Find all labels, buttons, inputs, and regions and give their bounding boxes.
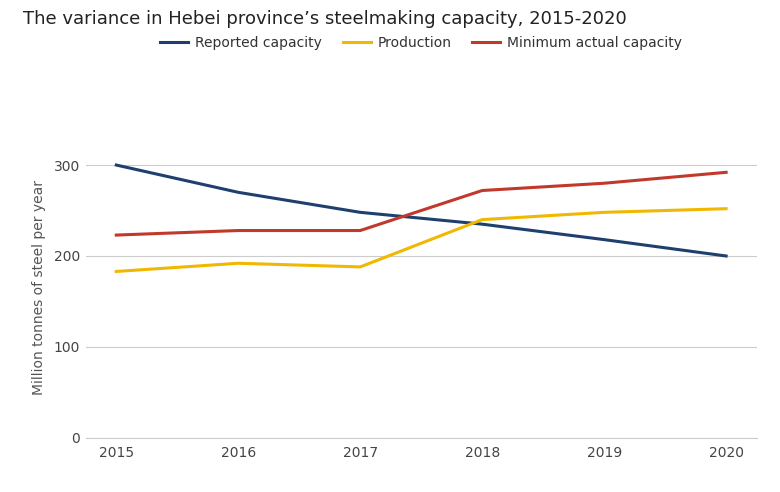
Minimum actual capacity bbox=[233, 228, 243, 234]
Minimum actual capacity bbox=[112, 232, 121, 238]
Minimum actual capacity bbox=[356, 228, 365, 234]
Reported capacity bbox=[356, 210, 365, 215]
Minimum actual capacity bbox=[722, 169, 731, 175]
Line: Minimum actual capacity: Minimum actual capacity bbox=[116, 172, 726, 235]
Reported capacity bbox=[722, 253, 731, 259]
Production bbox=[356, 264, 365, 270]
Reported capacity bbox=[600, 237, 609, 243]
Y-axis label: Million tonnes of steel per year: Million tonnes of steel per year bbox=[31, 181, 45, 395]
Line: Reported capacity: Reported capacity bbox=[116, 165, 726, 256]
Reported capacity bbox=[233, 189, 243, 195]
Minimum actual capacity bbox=[600, 180, 609, 186]
Line: Production: Production bbox=[116, 209, 726, 272]
Text: The variance in Hebei province’s steelmaking capacity, 2015-2020: The variance in Hebei province’s steelma… bbox=[23, 10, 627, 28]
Legend: Reported capacity, Production, Minimum actual capacity: Reported capacity, Production, Minimum a… bbox=[154, 31, 688, 56]
Minimum actual capacity bbox=[477, 187, 487, 193]
Production bbox=[722, 206, 731, 212]
Reported capacity bbox=[477, 221, 487, 227]
Production bbox=[112, 269, 121, 275]
Production bbox=[600, 210, 609, 215]
Reported capacity bbox=[112, 162, 121, 168]
Production bbox=[233, 260, 243, 266]
Production bbox=[477, 216, 487, 222]
